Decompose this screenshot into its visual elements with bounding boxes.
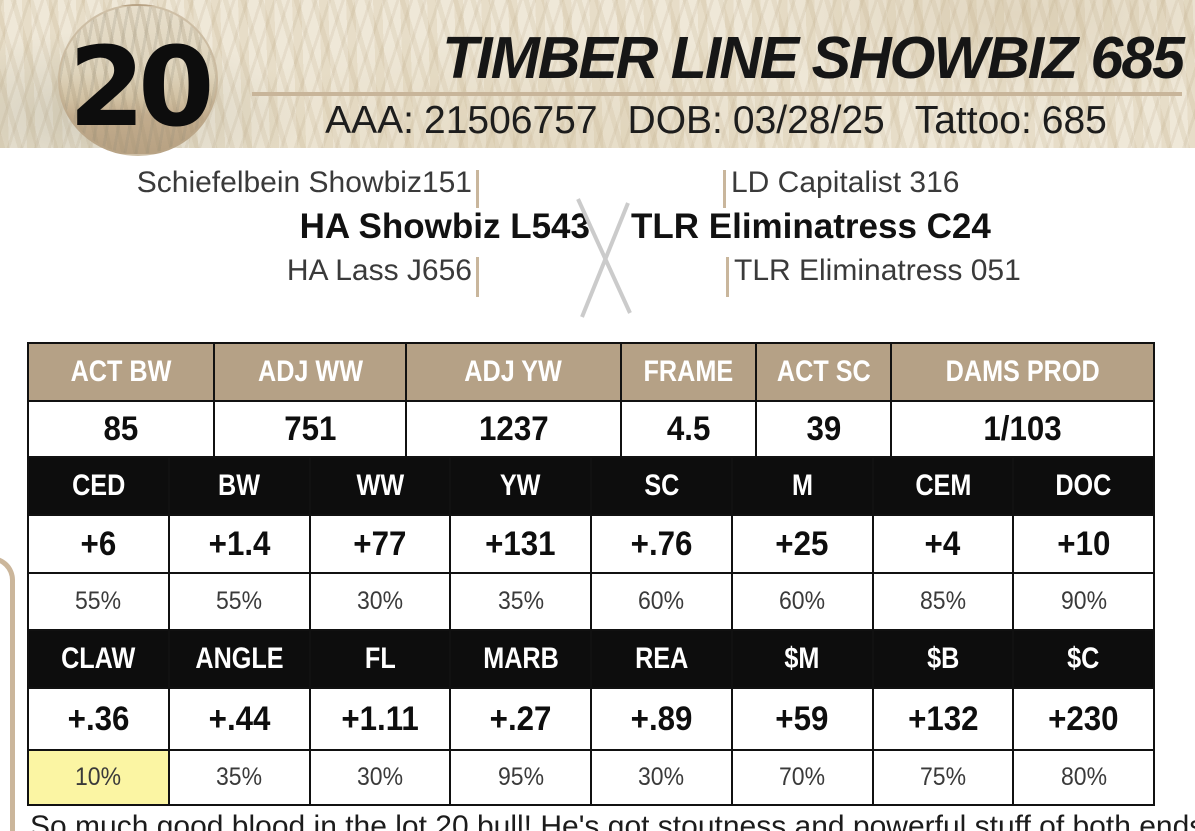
epd-table-2: CLAW ANGLE FL MARB REA $M $B $C +.36 +.4… — [27, 629, 1155, 806]
dob-pair: DOB: 03/28/25 — [628, 99, 885, 143]
registration-value: 21506757 — [424, 99, 598, 142]
epd-header-claw: CLAW — [29, 631, 168, 687]
epd-pct-bw: 55% — [169, 574, 309, 629]
epd-header-dollar-b: $B — [873, 631, 1013, 687]
epd-value-dollar-m: +59 — [732, 689, 872, 749]
perf-value-act-bw: 85 — [29, 402, 213, 456]
tattoo-value: 685 — [1041, 99, 1107, 142]
pedigree-cross-icon — [568, 193, 640, 324]
epd-header-sc: SC — [592, 458, 731, 514]
pedigree-bar — [476, 257, 479, 297]
pedigree-bar — [726, 257, 729, 297]
epd-pct-ww: 30% — [310, 574, 450, 629]
pedigree-bar — [723, 170, 726, 208]
epd-header-marb: MARB — [451, 631, 590, 687]
epd-header-m: M — [732, 458, 872, 514]
perf-header-dams-prod: DAMS PROD — [892, 344, 1153, 400]
sire-name: HA Showbiz L543 — [299, 207, 590, 246]
epd-header-yw: YW — [451, 458, 590, 514]
epd-value-ww: +77 — [310, 516, 450, 572]
pedigree-bar — [476, 170, 479, 208]
perf-header-adj-yw: ADJ YW — [407, 344, 620, 400]
epd-value-sc: +.76 — [592, 516, 731, 572]
perf-header-frame: FRAME — [622, 344, 755, 400]
dam-name: TLR Eliminatress C24 — [631, 207, 991, 246]
animal-id-line: AAA: 21506757 DOB: 03/28/25 Tattoo: 685 — [250, 99, 1182, 143]
perf-header-act-bw: ACT BW — [29, 344, 213, 400]
tattoo-label: Tattoo: — [914, 99, 1032, 142]
epd-value-m: +25 — [732, 516, 872, 572]
epd-value-fl: +1.11 — [310, 689, 450, 749]
page-corner-rule — [0, 556, 15, 831]
epd-value-bw: +1.4 — [169, 516, 309, 572]
epd-pct-rea: 30% — [592, 751, 731, 804]
epd-header-fl: FL — [310, 631, 450, 687]
epd-value-angle: +.44 — [169, 689, 309, 749]
epd-table-1: CED BW WW YW SC M CEM DOC +6 +1.4 +77 +1… — [27, 456, 1155, 631]
epd-pct-cem: 85% — [873, 574, 1013, 629]
registration-label: AAA: — [325, 99, 414, 142]
epd-pct-fl: 30% — [310, 751, 450, 804]
lot-number-badge: 20 — [58, 4, 218, 156]
epd-header-doc: DOC — [1014, 458, 1153, 514]
perf-header-act-sc: ACT SC — [757, 344, 890, 400]
epd-pct-dollar-b: 75% — [873, 751, 1013, 804]
epd-header-cem: CEM — [873, 458, 1013, 514]
title-divider-rule — [252, 92, 1182, 96]
epd-header-angle: ANGLE — [169, 631, 309, 687]
tattoo-pair: Tattoo: 685 — [915, 99, 1107, 143]
perf-header-adj-ww: ADJ WW — [215, 344, 405, 400]
epd-pct-angle: 35% — [169, 751, 309, 804]
epd-value-rea: +.89 — [592, 689, 731, 749]
sire-grandsire-name: Schiefelbein Showbiz151 — [136, 166, 472, 199]
epd-value-ced: +6 — [29, 516, 168, 572]
epd-header-ced: CED — [29, 458, 168, 514]
perf-value-act-sc: 39 — [757, 402, 890, 456]
lot-number: 20 — [68, 23, 214, 151]
epd-value-dollar-c: +230 — [1014, 689, 1153, 749]
epd-value-marb: +.27 — [451, 689, 590, 749]
epd-header-ww: WW — [310, 458, 450, 514]
epd-value-claw: +.36 — [29, 689, 168, 749]
dob-label: DOB: — [627, 99, 723, 142]
description-text-partial: So much good blood in the lot 20 bull! H… — [30, 810, 1195, 831]
perf-value-frame: 4.5 — [622, 402, 755, 456]
dam-grandsire-name: LD Capitalist 316 — [731, 166, 960, 199]
epd-pct-ced: 55% — [29, 574, 168, 629]
perf-value-adj-yw: 1237 — [407, 402, 620, 456]
perf-value-dams-prod: 1/103 — [892, 402, 1153, 456]
epd-header-dollar-c: $C — [1014, 631, 1153, 687]
epd-value-yw: +131 — [451, 516, 590, 572]
epd-pct-doc: 90% — [1014, 574, 1153, 629]
epd-pct-m: 60% — [732, 574, 872, 629]
epd-header-bw: BW — [169, 458, 309, 514]
epd-value-dollar-b: +132 — [873, 689, 1013, 749]
animal-name-title: TIMBER LINE SHOWBIZ 685 — [442, 25, 1185, 91]
epd-pct-dollar-c: 80% — [1014, 751, 1153, 804]
sire-granddam-name: HA Lass J656 — [286, 254, 472, 287]
dob-value: 03/28/25 — [732, 99, 885, 142]
perf-value-adj-ww: 751 — [215, 402, 405, 456]
epd-header-dollar-m: $M — [732, 631, 872, 687]
dam-granddam-name: TLR Eliminatress 051 — [734, 254, 1021, 287]
epd-pct-claw-highlighted: 10% — [29, 751, 168, 804]
epd-pct-sc: 60% — [592, 574, 731, 629]
epd-pct-dollar-m: 70% — [732, 751, 872, 804]
epd-value-doc: +10 — [1014, 516, 1153, 572]
epd-pct-yw: 35% — [451, 574, 590, 629]
epd-value-cem: +4 — [873, 516, 1013, 572]
registration-pair: AAA: 21506757 — [325, 99, 597, 143]
epd-pct-marb: 95% — [451, 751, 590, 804]
performance-table: ACT BW ADJ WW ADJ YW FRAME ACT SC DAMS P… — [27, 342, 1155, 458]
epd-header-rea: REA — [592, 631, 731, 687]
